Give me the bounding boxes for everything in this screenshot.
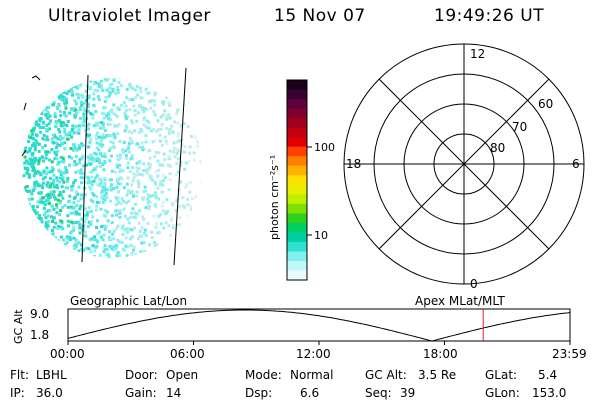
limb-arc <box>21 149 27 157</box>
color-bar-swatch <box>287 165 307 176</box>
info-dsp-value: 6.6 <box>300 386 320 400</box>
mlt-label-18: 18 <box>346 157 361 171</box>
polar-grid <box>343 43 585 285</box>
mlt-label-0: 0 <box>470 277 478 291</box>
color-bar-swatch <box>287 89 307 100</box>
info-glon-value: 153.0 <box>532 386 567 400</box>
color-bar-swatch <box>287 203 307 214</box>
color-bar-swatch <box>287 175 307 186</box>
info-gcalt-value: 3.5 Re <box>418 368 457 382</box>
color-bar-tick-label-10: 10 <box>314 229 328 242</box>
limb-arc <box>23 102 27 111</box>
color-bar <box>287 80 307 281</box>
time-title: 19:49:26 UT <box>434 6 545 26</box>
color-bar-swatch <box>287 127 307 138</box>
time-tick-label-1200: 12:00 <box>296 347 331 361</box>
info-door-value: Open <box>166 368 199 382</box>
lat-label-60: 60 <box>538 97 553 111</box>
color-bar-swatch <box>287 251 307 262</box>
info-glat-key: GLat: <box>485 368 518 382</box>
color-bar-swatch <box>287 270 307 281</box>
color-bar-swatch <box>287 156 307 167</box>
color-bar-swatch <box>287 108 307 119</box>
time-tick-label-0000: 00:00 <box>50 347 85 361</box>
altitude-tick-label-1-8: 1.8 <box>30 328 49 342</box>
info-gcalt-key: GC Alt: <box>365 368 407 382</box>
altitude-curve <box>67 309 571 342</box>
info-dsp-key: Dsp: <box>245 386 273 400</box>
limb-arc <box>31 75 41 81</box>
info-gain-value: 14 <box>166 386 182 400</box>
color-bar-tick-label-100: 100 <box>314 141 335 154</box>
info-door-key: Door: <box>125 368 158 382</box>
color-bar-swatch <box>287 137 307 148</box>
color-bar-swatch <box>287 260 307 272</box>
color-bar-label: photon cm⁻²s⁻¹ <box>268 155 281 240</box>
info-flt-key: Flt: <box>10 368 29 382</box>
color-bar-swatch <box>287 213 307 224</box>
color-bar-swatch <box>287 232 307 243</box>
info-mode-value: Normal <box>290 368 334 382</box>
time-tick-label-0600: 06:00 <box>170 347 205 361</box>
instrument-title: Ultraviolet Imager <box>48 6 211 26</box>
altitude-x-ticks <box>67 341 571 345</box>
longitude-line-left <box>81 74 89 263</box>
time-tick-label-1800: 18:00 <box>423 347 458 361</box>
color-bar-swatch <box>287 146 307 157</box>
color-bar-swatch <box>287 80 307 91</box>
color-bar-swatch <box>287 194 307 205</box>
info-flt-value: LBHL <box>36 368 67 382</box>
color-bar-frame <box>286 79 308 281</box>
info-glat-value: 5.4 <box>538 368 558 382</box>
color-bar-swatch <box>287 241 307 253</box>
info-seq-value: 39 <box>400 386 416 400</box>
lat-label-70: 70 <box>512 120 527 134</box>
apex-caption: Apex MLat/MLT <box>415 294 505 308</box>
color-bar-swatch <box>287 118 307 129</box>
mlt-label-12: 12 <box>470 47 485 61</box>
time-tick-label-2359: 23:59 <box>552 347 587 361</box>
info-glon-key: GLon: <box>485 386 520 400</box>
color-bar-swatch <box>287 99 307 110</box>
color-bar-swatch <box>287 222 307 233</box>
altitude-tick-label-9: 9.0 <box>30 307 49 321</box>
uv-image <box>22 78 202 258</box>
geographic-caption: Geographic Lat/Lon <box>70 294 187 308</box>
lat-label-80: 80 <box>490 141 505 155</box>
color-bar-swatch <box>287 184 307 195</box>
altitude-axis-label: GC Alt <box>12 309 25 344</box>
info-gain-key: Gain: <box>125 386 157 400</box>
info-ip-key: IP: <box>10 386 25 400</box>
info-ip-value: 36.0 <box>36 386 63 400</box>
info-seq-key: Seq: <box>365 386 392 400</box>
info-mode-key: Mode: <box>245 368 282 382</box>
longitude-line-right <box>173 67 187 266</box>
mlt-label-6: 6 <box>572 157 580 171</box>
date-title: 15 Nov 07 <box>274 6 366 26</box>
